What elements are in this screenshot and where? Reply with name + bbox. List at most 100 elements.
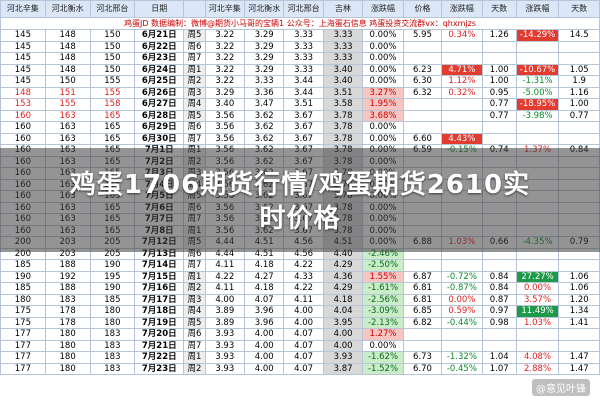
- cell-hengshui: 180: [44, 362, 91, 375]
- cell-hengshui: 183: [44, 293, 91, 306]
- header-date: 日期: [134, 0, 185, 18]
- cell-date: 7月15日: [134, 270, 185, 283]
- cell-change-3: 0.00%: [515, 282, 560, 295]
- cell-jilin: 3.33: [322, 29, 364, 42]
- cell-xinji: 177: [0, 328, 46, 341]
- cell-days-2: [558, 121, 600, 134]
- cell-date: 7月19日: [134, 316, 185, 329]
- cell-xinji: 177: [0, 362, 46, 375]
- cell-change-2: [441, 40, 483, 53]
- cell-price: 6.73: [402, 351, 443, 364]
- cell-date: 6月30日: [134, 132, 185, 145]
- cell-price: 6.87: [402, 270, 443, 283]
- cell-xingtai-jin: 4.07: [283, 362, 324, 375]
- cell-date: 6月28日: [134, 109, 185, 122]
- cell-change-2: 0.34%: [441, 29, 483, 42]
- cell-xinji: 145: [0, 63, 46, 76]
- cell-hengshui-jin: 3.47: [243, 98, 285, 111]
- header-price: 价格: [402, 0, 443, 18]
- cell-price: 6.81: [402, 282, 443, 295]
- header-xinji: 河北辛集: [0, 0, 46, 18]
- table-row: 177 180 183 7月23日 周2 3.93 4.00 4.07 3.87 -1.52% 6.…: [0, 362, 600, 375]
- cell-price: 6.82: [402, 316, 443, 329]
- cell-change-2: -0.44%: [441, 316, 483, 329]
- cell-jilin: 4.18: [322, 293, 364, 306]
- cell-days-1: 0.98: [481, 316, 517, 329]
- cell-hengshui: 178: [44, 305, 91, 318]
- cell-price: 6.32: [402, 86, 443, 99]
- cell-change-3: 4.08%: [515, 351, 560, 364]
- header-hengshui: 河北衡水: [44, 0, 91, 18]
- cell-xingtai: 150: [89, 40, 136, 53]
- cell-change-3: -1.31%: [515, 75, 560, 88]
- cell-change-2: 4.43%: [441, 132, 483, 145]
- cell-xingtai-jin: 4.07: [283, 351, 324, 364]
- cell-days-1: 1.00: [481, 63, 517, 76]
- cell-xinji-jin: 3.56: [204, 109, 246, 122]
- cell-change-1: -2.56%: [362, 293, 404, 306]
- cell-hengshui: 148: [44, 40, 91, 53]
- cell-change-1: -2.50%: [362, 259, 404, 272]
- cell-days-1: [481, 328, 517, 341]
- cell-change-3: 3.57%: [515, 293, 560, 306]
- cell-days-2: 1.47: [558, 351, 600, 364]
- cell-change-1: 1.27%: [362, 328, 404, 341]
- cell-change-1: 1.55%: [362, 270, 404, 283]
- cell-jilin: 4.29: [322, 259, 364, 272]
- cell-xinji-jin: 3.22: [204, 52, 246, 65]
- cell-date: 7月23日: [134, 362, 185, 375]
- cell-xingtai-jin: 3.67: [283, 121, 324, 134]
- cell-jilin: 4.36: [322, 270, 364, 283]
- cell-jilin: 3.87: [322, 362, 364, 375]
- cell-hengshui-jin: 3.62: [243, 132, 285, 145]
- cell-xingtai: 195: [89, 270, 136, 283]
- cell-days-1: 1.07: [481, 362, 517, 375]
- cell-days-2: 1.41: [558, 316, 600, 329]
- cell-change-1: -2.13%: [362, 316, 404, 329]
- cell-xingtai: 155: [89, 86, 136, 99]
- cell-date: 7月21日: [134, 339, 185, 352]
- table-row: 160 163 165 6月30日 周7 3.56 3.62 3.67 3.78 0.00% 6.6…: [0, 132, 600, 145]
- cell-xinji-jin: 3.93: [204, 362, 246, 375]
- cell-xingtai-jin: 4.22: [283, 282, 324, 295]
- header-row: 河北辛集 河北衡水 河北邢台 日期 河北辛集 河北衡水 河北邢台 吉林 涨跌幅 …: [0, 0, 600, 18]
- cell-hengshui: 148: [44, 29, 91, 42]
- header-xingtai-jin: 河北邢台: [283, 0, 324, 18]
- cell-weekday: 周1: [183, 351, 206, 364]
- cell-weekday: 周6: [183, 121, 206, 134]
- cell-days-1: [481, 132, 517, 145]
- cell-weekday: 周4: [183, 98, 206, 111]
- cell-days-1: 0.97: [481, 305, 517, 318]
- cell-weekday: 周5: [183, 316, 206, 329]
- cell-xinji-jin: 3.93: [204, 339, 246, 352]
- cell-xingtai: 155: [89, 75, 136, 88]
- cell-days-2: 1.05: [558, 63, 600, 76]
- cell-hengshui-jin: 3.62: [243, 121, 285, 134]
- cell-days-1: [481, 339, 517, 352]
- cell-xinji-jin: 3.56: [204, 132, 246, 145]
- cell-weekday: 周7: [183, 132, 206, 145]
- cell-xingtai: 150: [89, 63, 136, 76]
- cell-hengshui: 151: [44, 86, 91, 99]
- cell-hengshui: 163: [44, 132, 91, 145]
- cell-hengshui: 192: [44, 270, 91, 283]
- table-row: 160 163 165 6月28日 周5 3.56 3.62 3.67 3.78 3.68% 0.7…: [0, 109, 600, 122]
- cell-change-2: -0.72%: [441, 270, 483, 283]
- cell-change-1: 0.00%: [362, 29, 404, 42]
- cell-weekday: 周3: [183, 293, 206, 306]
- cell-xingtai: 190: [89, 259, 136, 272]
- cell-change-1: -1.61%: [362, 282, 404, 295]
- cell-xinji-jin: 3.56: [204, 121, 246, 134]
- cell-change-3: [515, 52, 560, 65]
- table-row: 175 178 180 7月18日 周4 3.89 3.96 4.00 4.04 -3.09% 6.…: [0, 305, 600, 318]
- cell-change-2: 0.32%: [441, 86, 483, 99]
- cell-date: 6月21日: [134, 29, 185, 42]
- cell-date: 6月27日: [134, 98, 185, 111]
- cell-hengshui-jin: 4.00: [243, 362, 285, 375]
- cell-days-2: [558, 52, 600, 65]
- cell-jilin: 3.95: [322, 316, 364, 329]
- cell-hengshui-jin: 4.18: [243, 259, 285, 272]
- cell-price: [402, 339, 443, 352]
- cell-xinji-jin: 4.11: [204, 282, 246, 295]
- cell-change-1: 0.00%: [362, 75, 404, 88]
